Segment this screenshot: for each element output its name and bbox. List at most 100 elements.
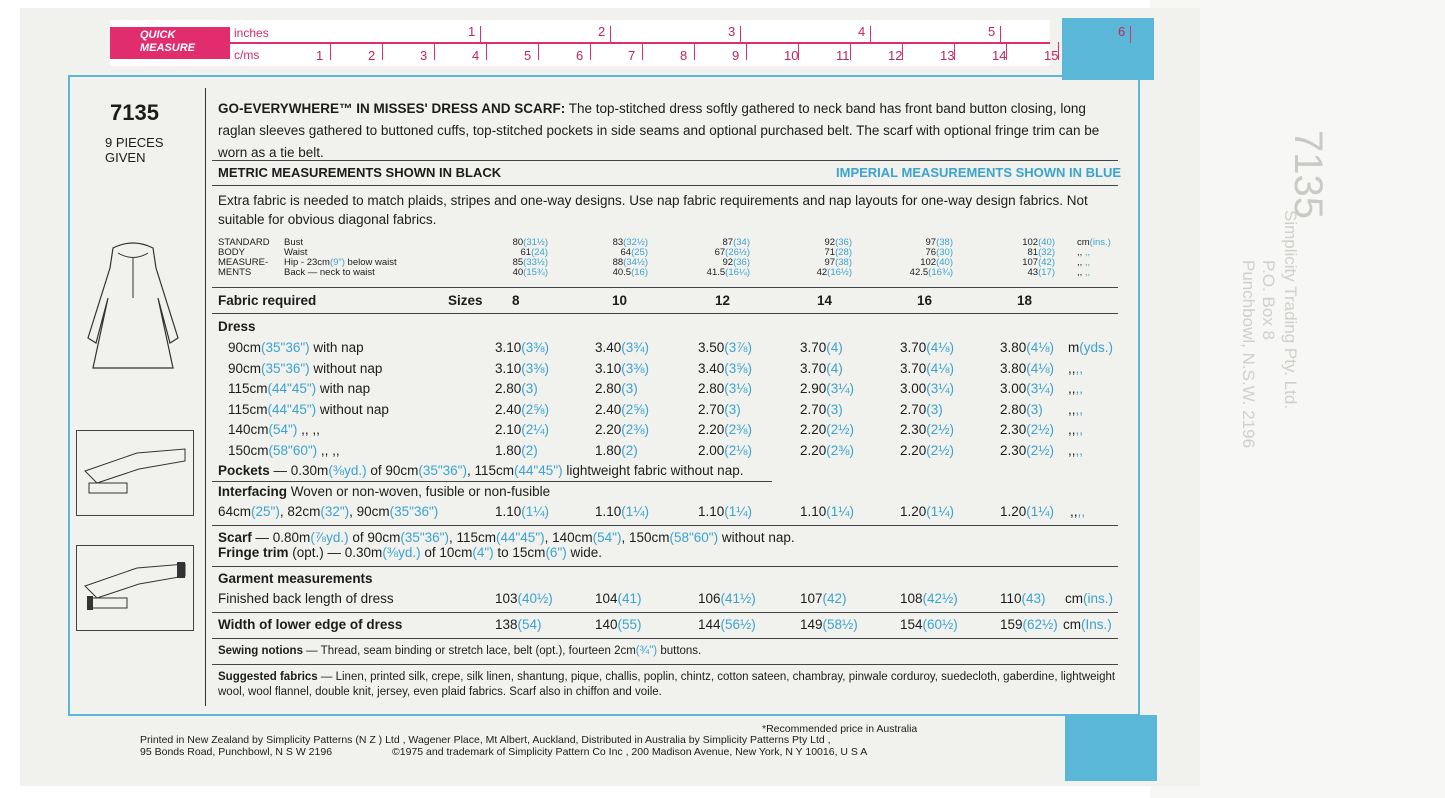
scarf-row: Scarf — 0.80m(⅞yd.) of 90cm(35"36"), 115… [218, 530, 795, 545]
value-cell: 154(60½) [900, 617, 958, 632]
dress-label: Dress [218, 319, 256, 334]
unit-cell: ,,,, [1070, 504, 1086, 519]
scarf-sketch-1 [76, 430, 194, 516]
standard-value: 67(26½) [714, 247, 750, 258]
ruler-cm-tick [1058, 42, 1059, 60]
ruler-cm-9: 9 [732, 48, 740, 63]
dress-row-label: 90cm(35"36") without nap [228, 360, 383, 376]
ruler-cm-tick [746, 42, 747, 60]
standard-value: 107(42) [1022, 257, 1055, 268]
value-cell: 2.30(2½) [900, 422, 955, 437]
pattern-number: 7135 [110, 100, 159, 125]
value-cell: 1.10(1¼) [800, 504, 855, 519]
unit-cell: ,,,, [1068, 360, 1084, 376]
ruler-cm-tick [434, 42, 435, 60]
unit-cell: ,,,, [1068, 422, 1084, 437]
standard-value: 43(17) [1027, 267, 1055, 278]
dress-row-label: 150cm(58"60") ,, ,, [228, 442, 340, 458]
value-cell: 2.70(3) [900, 401, 943, 417]
ruler-cm-15: 15 [1044, 48, 1059, 63]
ruler-inch-tick [480, 26, 481, 43]
ruler-inches-label: inches [234, 26, 269, 40]
standard-value: 76(30) [925, 247, 953, 258]
ruler-cm-12: 12 [888, 48, 903, 63]
ruler-inch-tick [1000, 26, 1001, 43]
sizes-label: Sizes [448, 293, 483, 308]
value-cell: 2.80(3) [595, 381, 638, 396]
fringe-row: Fringe trim (opt.) — 0.30m(⅜yd.) of 10cm… [218, 545, 603, 560]
standard-value: 64(25) [620, 247, 648, 258]
ruler-inch-4: 4 [858, 24, 866, 39]
ruler-cm-tick [486, 42, 487, 60]
suggested-fabrics: Suggested fabrics — Linen, printed silk,… [218, 671, 1116, 698]
value-cell: 159(62½) [1000, 617, 1058, 632]
standard-unit: cm(ins.) ,, ,, ,, ,, ,, ,, [1077, 237, 1111, 278]
description-title: GO-EVERYWHERE™ IN MISSES' DRESS AND SCAR… [218, 101, 566, 116]
value-cell: 3.00(3¼) [900, 381, 955, 396]
dress-row-label: 90cm(35"36") with nap [228, 340, 364, 355]
lower-edge-label: Width of lower edge of dress [218, 617, 403, 632]
value-cell: 3.10(3⅜) [595, 360, 650, 376]
value-cell: 2.90(3¼) [800, 381, 855, 396]
value-cell: 2.70(3) [698, 401, 741, 417]
value-cell: 2.20(2½) [900, 442, 955, 458]
value-cell: 2.30(2½) [1000, 442, 1055, 458]
value-cell: 1.10(1¼) [495, 504, 550, 519]
ruler-cm-tick [330, 42, 331, 60]
standard-value: 40.5(16) [612, 267, 648, 278]
ruler-inch-6: 6 [1118, 24, 1126, 39]
size-10: 10 [612, 293, 628, 308]
size-14: 14 [817, 293, 833, 308]
ruler-cm-10: 10 [784, 48, 799, 63]
value-cell: 2.20(2⅜) [698, 422, 753, 437]
unit-cell: cm(ins.) [1065, 591, 1113, 606]
ruler-inch-2: 2 [598, 24, 606, 39]
ruler-cm-tick [798, 42, 799, 60]
value-cell: 2.80(3) [1000, 401, 1043, 417]
ruler-cm-2: 2 [368, 48, 376, 63]
recommended-price-note: *Recommended price in Australia [762, 723, 918, 735]
value-cell: 3.40(3⅝) [698, 360, 753, 376]
standard-value: 88(34½) [612, 257, 648, 268]
flap-pattern-number: 7135 [1286, 130, 1330, 219]
standard-value: 83(32½) [612, 237, 648, 248]
value-cell: 107(42) [800, 591, 847, 606]
value-cell: 1.20(1¼) [900, 504, 955, 519]
value-cell: 104(41) [595, 591, 642, 606]
flap-line-2: P.O. Box 8 [1259, 260, 1278, 341]
ruler-inch-1: 1 [468, 24, 476, 39]
flap-line-1: Simplicity Trading Pty. Ltd. [1281, 210, 1300, 410]
dress-row-label: 140cm(54") ,, ,, [228, 422, 320, 437]
value-cell: 149(58½) [800, 617, 858, 632]
standard-value: 97(38) [925, 237, 953, 248]
value-cell: 2.00(2⅛) [698, 442, 753, 458]
standard-value: 71(28) [824, 247, 852, 258]
column-divider [205, 88, 206, 706]
value-cell: 1.80(2) [595, 442, 638, 458]
ruler-cm-tick [1006, 42, 1007, 60]
unit-cell: cm(Ins.) [1063, 617, 1112, 632]
unit-cell: ,,,, [1068, 381, 1084, 396]
value-cell: 2.40(2⅝) [495, 401, 550, 417]
value-cell: 2.20(2⅜) [800, 442, 855, 458]
footer-line-1: Printed in New Zealand by Simplicity Pat… [140, 734, 831, 746]
ruler-inch-5: 5 [988, 24, 996, 39]
value-cell: 2.30(2½) [1000, 422, 1055, 437]
value-cell: 3.70(4) [800, 360, 843, 376]
pattern-description: GO-EVERYWHERE™ IN MISSES' DRESS AND SCAR… [218, 98, 1123, 164]
ruler-cm-14: 14 [992, 48, 1007, 63]
ruler-cm-5: 5 [524, 48, 532, 63]
value-cell: 2.10(2¼) [495, 422, 550, 437]
value-cell: 1.10(1¼) [595, 504, 650, 519]
size-8: 8 [512, 293, 520, 308]
interfacing-widths: 64cm(25"), 82cm(32"), 90cm(35"36") [218, 504, 439, 519]
value-cell: 3.10(3⅜) [495, 360, 550, 376]
ruler-inch-tick [870, 26, 871, 43]
value-cell: 2.70(3) [800, 401, 843, 417]
value-cell: 3.70(4⅛) [900, 340, 955, 355]
value-cell: 3.40(3¾) [595, 340, 650, 355]
sewing-notions: Sewing notions — Thread, seam binding or… [218, 645, 702, 657]
unit-cell: ,,,, [1068, 442, 1084, 458]
value-cell: 2.20(2½) [800, 422, 855, 437]
